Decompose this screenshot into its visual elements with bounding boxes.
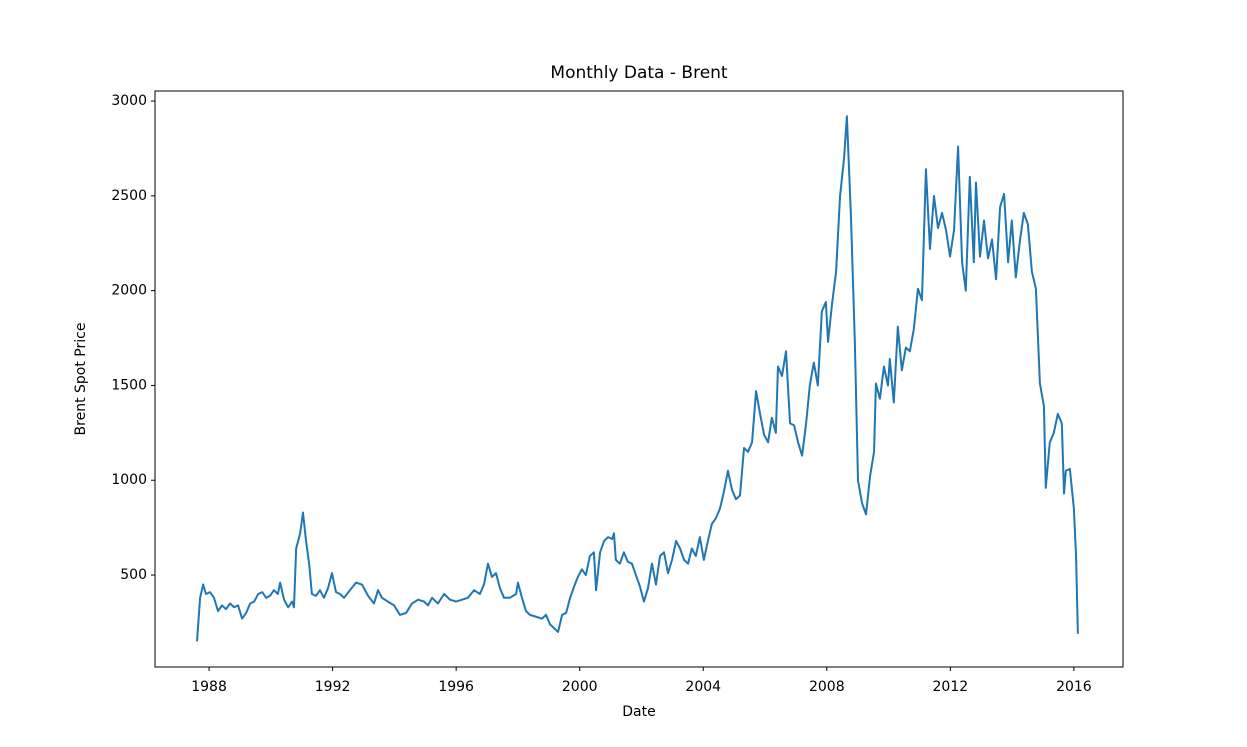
x-tick-label: 2016 [1056,679,1092,695]
x-tick-label: 2004 [685,679,721,695]
x-tick-label: 1992 [315,679,351,695]
x-tick-label: 2000 [562,679,598,695]
y-tick-label: 2500 [111,188,147,204]
data-line [196,115,1079,642]
x-tick-label: 2012 [933,679,969,695]
chart-title: Monthly Data - Brent [550,63,728,83]
x-tick-label: 1996 [438,679,474,695]
y-tick-label: 2000 [111,283,147,299]
x-tick-label: 2008 [809,679,845,695]
y-tick-label: 3000 [111,93,147,109]
y-tick-label: 1500 [111,377,147,393]
y-tick-label: 500 [120,567,147,583]
y-axis-label: Brent Spot Price [73,323,89,436]
plot-frame [154,90,1124,668]
y-tick-label: 1000 [111,472,147,488]
x-tick-label: 1988 [191,679,227,695]
x-axis-label: Date [622,704,655,720]
